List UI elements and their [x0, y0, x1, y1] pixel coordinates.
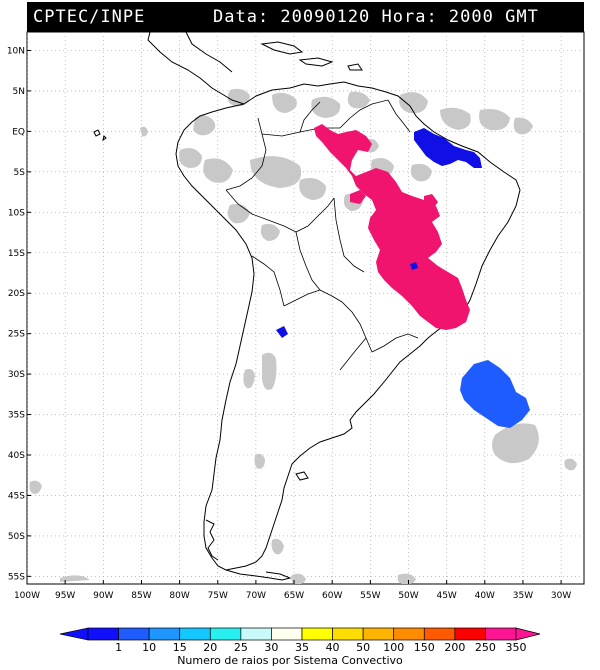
colorbar-label: 30	[264, 641, 278, 654]
lon-tick-label: 65W	[284, 591, 304, 601]
lon-tick-label: 60W	[322, 591, 342, 601]
convective-systems-mid-blue	[460, 360, 530, 428]
colorbar-swatch	[485, 627, 517, 641]
colorbar-swatch	[148, 627, 181, 641]
lon-tick-label: 40W	[475, 591, 495, 601]
lat-tick-label: EQ	[12, 127, 25, 137]
lat-tick-label: 5S	[14, 168, 26, 178]
lat-tick-label: 10S	[8, 208, 25, 218]
convective-systems-dark-blue	[276, 128, 482, 338]
lon-tick-label: 30W	[551, 591, 571, 601]
lon-tick-label: 100W	[14, 591, 40, 601]
colorbar-swatch	[179, 627, 211, 641]
lon-tick-label: 80W	[169, 591, 189, 601]
colorbar-label: 10	[142, 641, 156, 654]
lon-tick-label: 55W	[360, 591, 380, 601]
colorbar-right-arrow	[515, 627, 541, 641]
colorbar-label: 350	[506, 641, 527, 654]
colorbar-swatch	[362, 627, 395, 641]
colorbar-left-arrow	[59, 627, 89, 641]
colorbar-label: 35	[295, 641, 309, 654]
colorbar-swatch	[87, 627, 119, 641]
lon-tick-label: 50W	[398, 591, 418, 601]
colorbar-label: 25	[234, 641, 248, 654]
lon-tick-label: 45W	[436, 591, 456, 601]
colorbar-swatch	[423, 627, 456, 641]
lat-tick-label: 25S	[8, 330, 25, 340]
colorbar-label: 200	[444, 641, 465, 654]
colorbar-label: 1	[115, 641, 122, 654]
source-label: CPTEC/INPE	[33, 7, 146, 27]
lon-tick-label: 75W	[208, 591, 228, 601]
colorbar-swatch	[118, 627, 150, 641]
colorbar-swatch	[393, 627, 425, 641]
convective-systems-magenta	[314, 124, 470, 330]
colorbar: 1 10 15 20 25 30 35 40 50 100 150 200 250 350	[59, 627, 541, 654]
lat-tick-label: 30S	[8, 370, 25, 380]
lon-tick-label: 90W	[93, 591, 113, 601]
lon-tick-label: 85W	[131, 591, 151, 601]
colorbar-label: 250	[475, 641, 496, 654]
colorbar-label: 100	[383, 641, 404, 654]
coastlines	[93, 32, 521, 581]
colorbar-swatch	[209, 627, 242, 641]
colorbar-swatch	[240, 627, 272, 641]
colorbar-swatch	[332, 627, 364, 641]
colorbar-label: 20	[203, 641, 217, 654]
colorbar-label: 150	[414, 641, 435, 654]
country-borders	[225, 99, 419, 371]
colorbar-swatch	[271, 627, 303, 641]
lon-tick-label: 70W	[246, 591, 266, 601]
lon-tick-label: 95W	[55, 591, 75, 601]
lat-tick-label: 45S	[8, 491, 25, 501]
lat-tick-label: 15S	[8, 249, 25, 259]
lat-tick-label: 55S	[8, 572, 25, 582]
colorbar-title: Numero de raios por Sistema Convectivo	[177, 654, 403, 667]
datetime-label: Data: 20090120 Hora: 2000 GMT	[213, 7, 539, 27]
colorbar-label: 50	[356, 641, 370, 654]
lon-tick-label: 35W	[513, 591, 533, 601]
colorbar-label: 15	[173, 641, 187, 654]
colorbar-label: 40	[326, 641, 340, 654]
title-bar: CPTEC/INPE Data: 20090120 Hora: 2000 GMT	[27, 2, 584, 32]
lat-tick-label: 40S	[8, 451, 25, 461]
lat-tick-label: 20S	[8, 289, 25, 299]
lat-tick-label: 10N	[7, 47, 25, 57]
lat-tick-label: 5N	[13, 87, 25, 97]
colorbar-swatch	[454, 627, 486, 641]
colorbar-swatch	[301, 627, 333, 641]
lat-tick-label: 50S	[8, 532, 25, 542]
lat-tick-label: 35S	[8, 411, 25, 421]
